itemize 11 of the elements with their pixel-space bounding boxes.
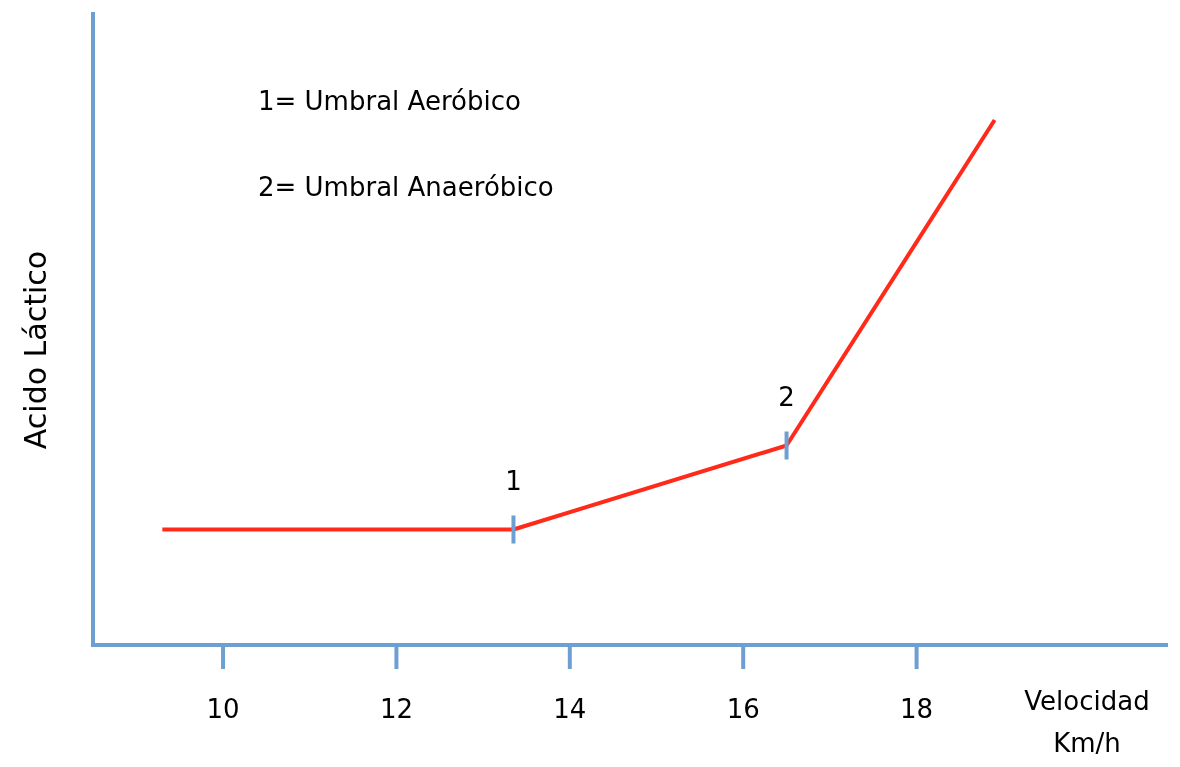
x-tick-label: 10 [206,694,240,724]
x-tick-label: 14 [553,694,587,724]
x-tick-label: 18 [900,694,934,724]
annotation: 2= Umbral Anaeróbico [258,172,554,202]
x-tick-label: 16 [726,694,760,724]
annotation: 1 [505,465,522,496]
x-axis-title: Velocidad Km/h [1024,686,1150,758]
y-axis-title: Acido Láctico [18,250,53,450]
text: 1= Umbral Aeróbico [258,86,521,116]
annotation: 2 [778,381,795,412]
x-tick-label: 12 [379,694,413,724]
